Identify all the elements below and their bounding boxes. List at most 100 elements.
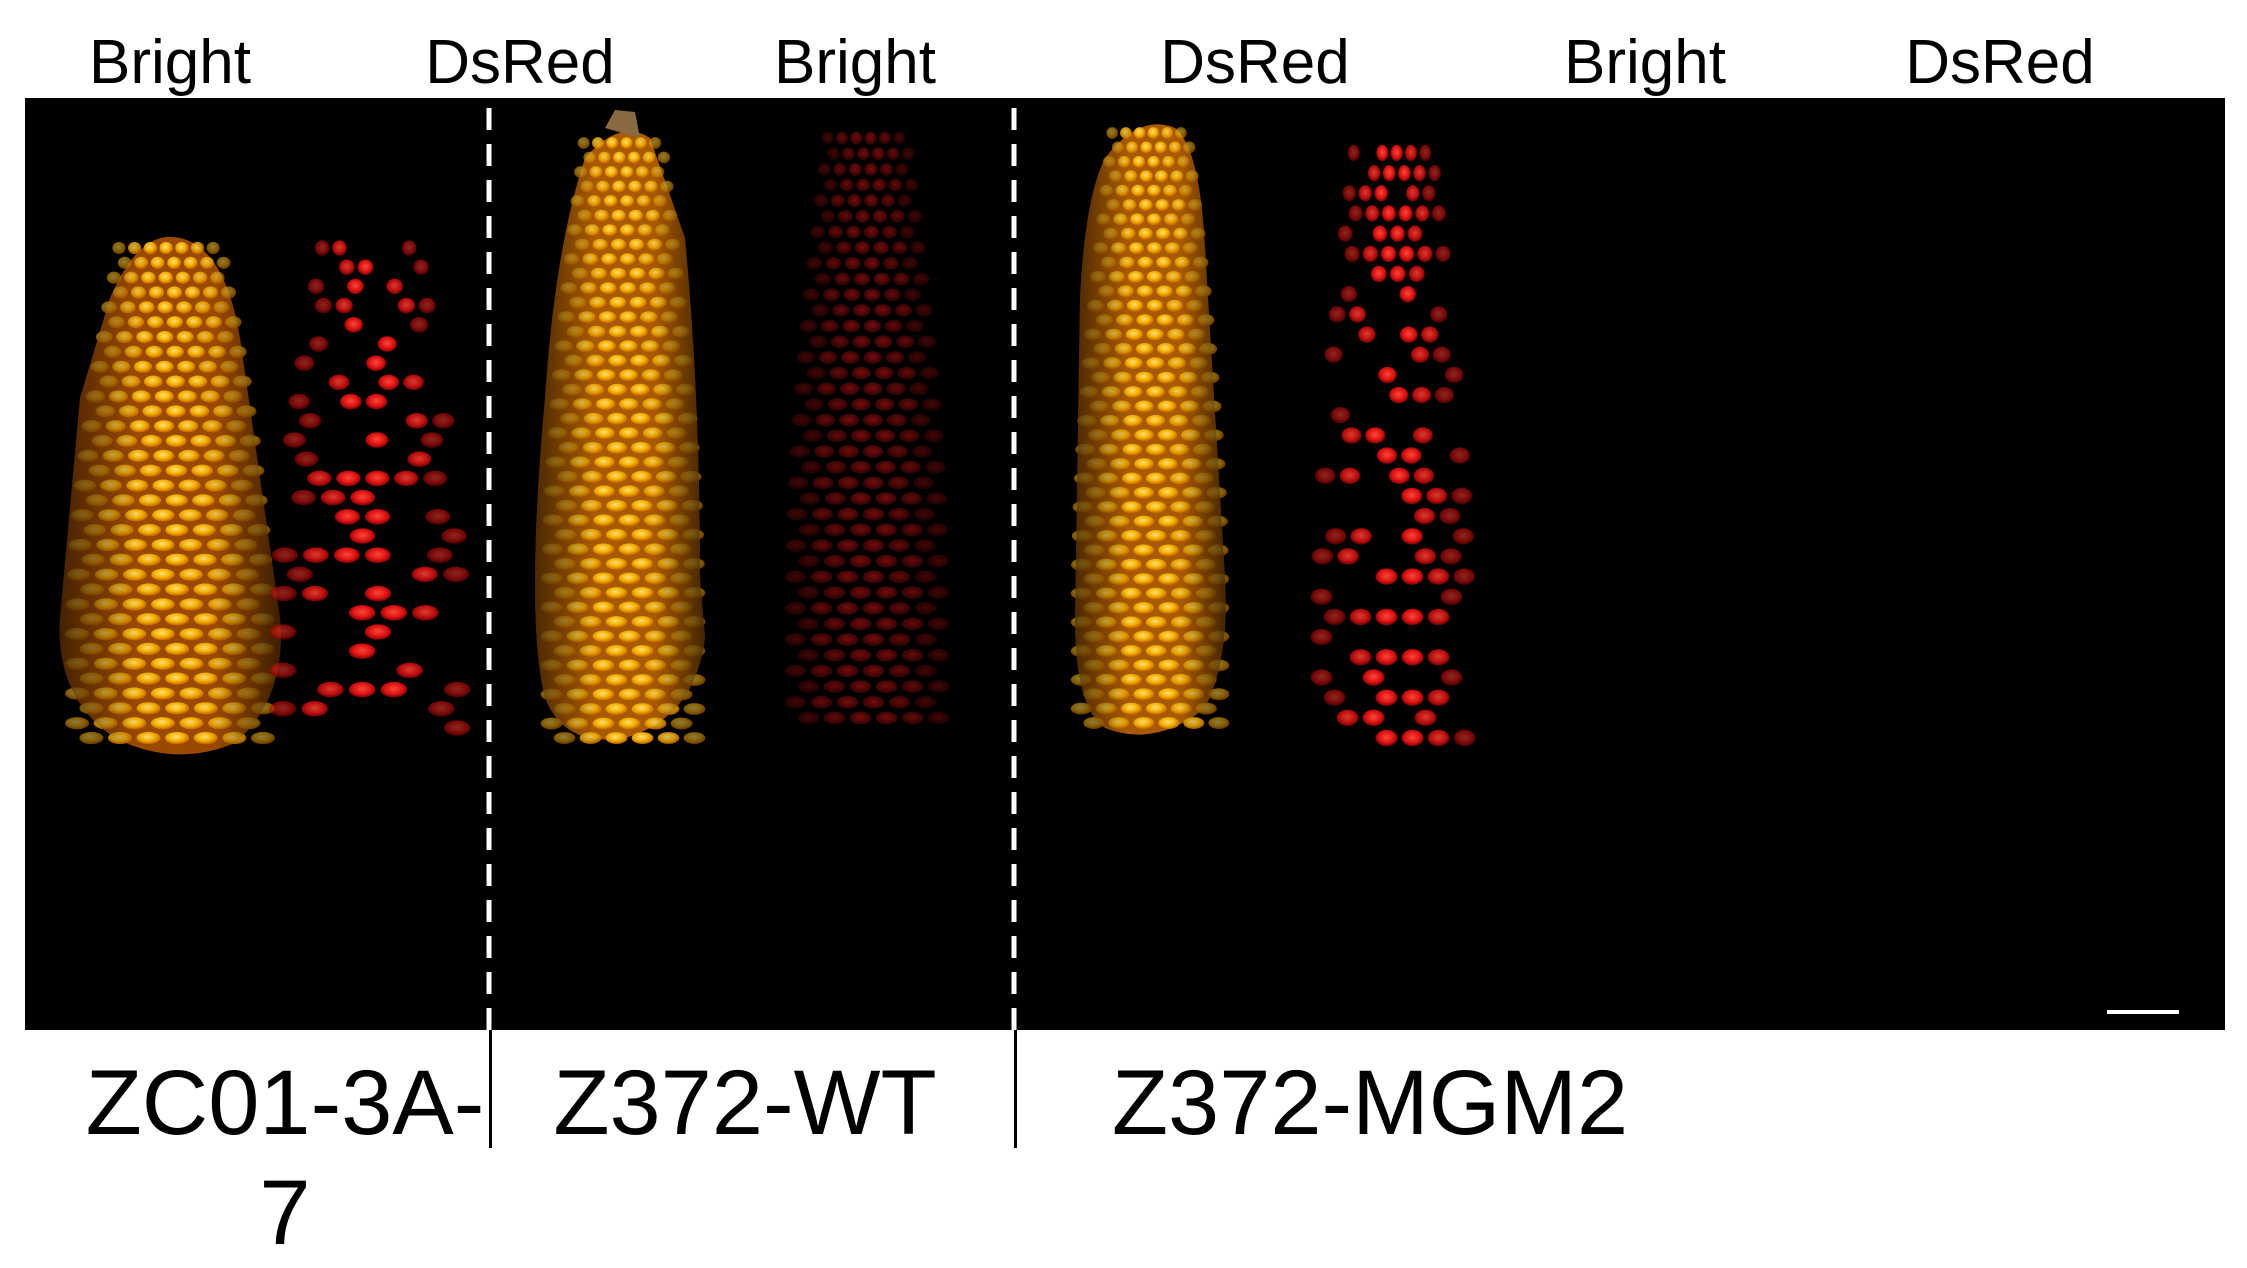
- kernel: [850, 429, 872, 443]
- ear-zc01-bright: [59, 236, 281, 755]
- kernel: [875, 554, 898, 568]
- kernel: [901, 617, 924, 631]
- kernel: [291, 489, 316, 506]
- kernel: [850, 460, 872, 474]
- kernel: [924, 460, 946, 474]
- kernel: [1427, 568, 1450, 585]
- kernel: [830, 194, 845, 208]
- kernel: [1435, 245, 1451, 263]
- kernel: [1449, 447, 1470, 464]
- kernel: [881, 194, 895, 208]
- kernel: [850, 131, 863, 145]
- kernel: [798, 523, 821, 537]
- kernel: [864, 131, 877, 145]
- kernel: [895, 163, 909, 176]
- kernel: [793, 382, 814, 396]
- kernel: [1440, 548, 1462, 565]
- kernel: [112, 241, 126, 255]
- kernel: [857, 147, 870, 161]
- kernel: [432, 413, 455, 429]
- kernel: [397, 297, 415, 314]
- kernel: [853, 272, 871, 286]
- kernel: [365, 432, 389, 448]
- kernel: [1350, 528, 1372, 545]
- kernel: [380, 681, 408, 698]
- sample-label-z372-mgm2: Z372-MGM2: [1111, 1052, 1629, 1154]
- kernel: [862, 476, 884, 490]
- kernel: [1401, 689, 1424, 706]
- kernel: [849, 523, 872, 537]
- kernel: [1411, 386, 1432, 404]
- kernel: [836, 664, 859, 678]
- kernel: [364, 585, 392, 602]
- kernel: [1401, 487, 1423, 505]
- kernel: [914, 664, 937, 678]
- sample-label-z372-wt: Z372-WT: [553, 1052, 937, 1154]
- kernel: [344, 317, 363, 333]
- kernel: [921, 398, 942, 411]
- kernel: [799, 319, 818, 333]
- kernel: [428, 701, 455, 717]
- kernel: [784, 695, 807, 709]
- kernel: [816, 382, 837, 396]
- kernel: [789, 445, 810, 458]
- kernel: [806, 257, 823, 270]
- kernel: [378, 374, 399, 391]
- kernel: [1375, 568, 1398, 585]
- ear-z372mgm2-bright: [1070, 124, 1230, 735]
- kernel: [827, 147, 840, 161]
- scale-bar: [2107, 1010, 2179, 1014]
- kernel: [787, 476, 809, 490]
- kernel: [1432, 346, 1451, 363]
- kernel: [818, 351, 838, 364]
- kernel: [314, 297, 332, 314]
- kernel: [405, 413, 428, 429]
- kernel: [837, 476, 859, 490]
- kernel: [407, 451, 432, 468]
- kernel: [855, 210, 870, 223]
- kernel: [364, 509, 391, 525]
- kernel: [817, 163, 831, 176]
- kernel: [1382, 165, 1396, 182]
- kernel: [1431, 205, 1446, 222]
- kernel: [657, 151, 671, 164]
- kernel: [836, 695, 859, 709]
- kernel: [1208, 717, 1230, 729]
- kernel: [871, 147, 885, 161]
- kernel: [1390, 225, 1405, 242]
- kernel: [79, 731, 104, 745]
- kernel: [849, 648, 872, 662]
- kernel: [834, 272, 851, 286]
- kernel: [927, 680, 950, 693]
- kernel: [914, 570, 937, 584]
- kernel: [884, 319, 903, 333]
- kernel: [784, 570, 807, 584]
- kernel: [401, 240, 417, 256]
- kernel: [914, 539, 936, 552]
- kernel: [1336, 709, 1359, 726]
- kernel: [836, 570, 859, 584]
- divider-solid-2: [1014, 1030, 1017, 1148]
- kernel: [893, 131, 906, 145]
- kernel: [1422, 185, 1436, 202]
- header-bright-1: Bright: [89, 28, 251, 97]
- kernel: [1358, 326, 1376, 343]
- kernel: [308, 336, 329, 352]
- kernel: [348, 681, 376, 698]
- kernel: [927, 617, 950, 631]
- kernel: [1420, 326, 1439, 343]
- kernel: [828, 225, 844, 239]
- kernel: [364, 624, 392, 640]
- kernel: [328, 374, 350, 391]
- kernel: [854, 241, 871, 255]
- kernel: [844, 257, 861, 270]
- kernel: [888, 601, 911, 615]
- kernel: [862, 445, 884, 458]
- kernel: [927, 554, 950, 568]
- kernel: [914, 695, 937, 709]
- kernel: [1401, 568, 1424, 585]
- kernel: [1375, 649, 1398, 666]
- kernel: [888, 570, 911, 584]
- kernel: [863, 413, 883, 427]
- kernel: [1362, 245, 1378, 263]
